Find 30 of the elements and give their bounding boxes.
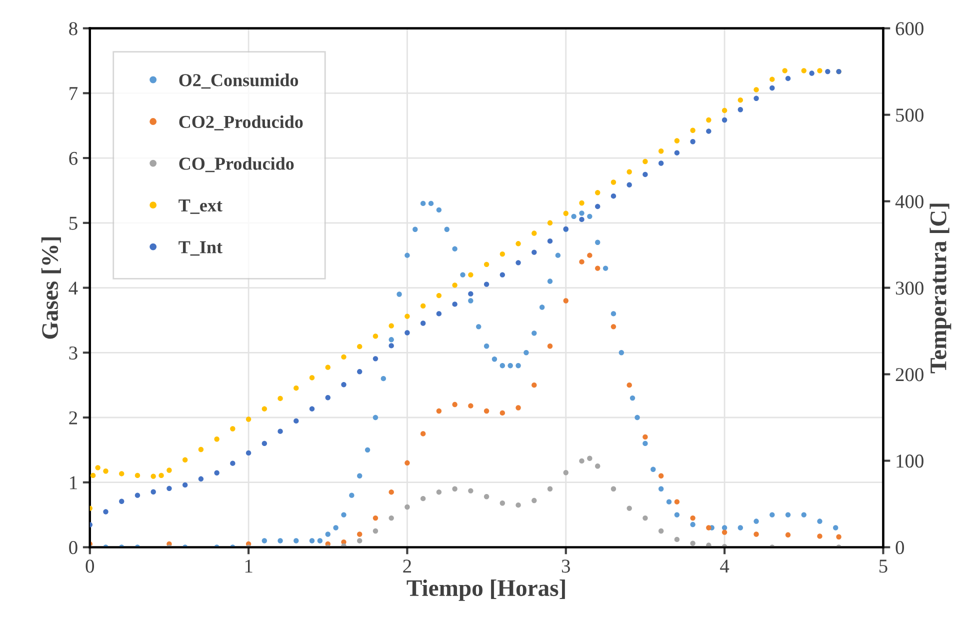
y-tick-label: 8 bbox=[69, 22, 78, 36]
y-tick-label: 5 bbox=[69, 216, 78, 230]
y2-tick-label: 100 bbox=[896, 454, 924, 468]
y-tick-label: 2 bbox=[69, 411, 78, 424]
y2-tick-label: 200 bbox=[896, 368, 924, 382]
y2-tick-label: 600 bbox=[896, 22, 924, 36]
x-tick-label: 5 bbox=[879, 560, 888, 573]
y-axis-title: Gases [%] bbox=[41, 237, 61, 339]
y-tick-label: 7 bbox=[70, 87, 78, 100]
x-tick-label: 4 bbox=[720, 560, 730, 573]
x-tick-label: 0 bbox=[86, 560, 94, 573]
legend-label: CO2_Producido bbox=[179, 115, 303, 130]
y-tick-label: 0 bbox=[69, 541, 78, 554]
legend-label: T_Int bbox=[178, 241, 222, 256]
y2-tick-label: 400 bbox=[895, 195, 924, 208]
legend-label: CO_Producido bbox=[179, 157, 294, 172]
x-axis-title: Tiempo [Horas] bbox=[406, 579, 565, 601]
y-tick-label: 4 bbox=[68, 282, 78, 295]
y-tick-label: 1 bbox=[70, 476, 77, 490]
y2-tick-label: 300 bbox=[896, 282, 924, 295]
y-tick-label: 3 bbox=[69, 346, 78, 360]
y2-axis-title: Temperatura [C] bbox=[930, 204, 952, 374]
x-tick-label: 2 bbox=[403, 560, 411, 573]
x-tick-label: 1 bbox=[245, 560, 252, 573]
legend-label: O2_Consumido bbox=[179, 74, 298, 89]
y-tick-label: 6 bbox=[69, 152, 78, 165]
y2-tick-label: 0 bbox=[896, 541, 904, 554]
y2-tick-label: 500 bbox=[896, 108, 924, 122]
x-tick-label: 3 bbox=[562, 560, 570, 573]
legend-label: T_ext bbox=[178, 200, 222, 214]
